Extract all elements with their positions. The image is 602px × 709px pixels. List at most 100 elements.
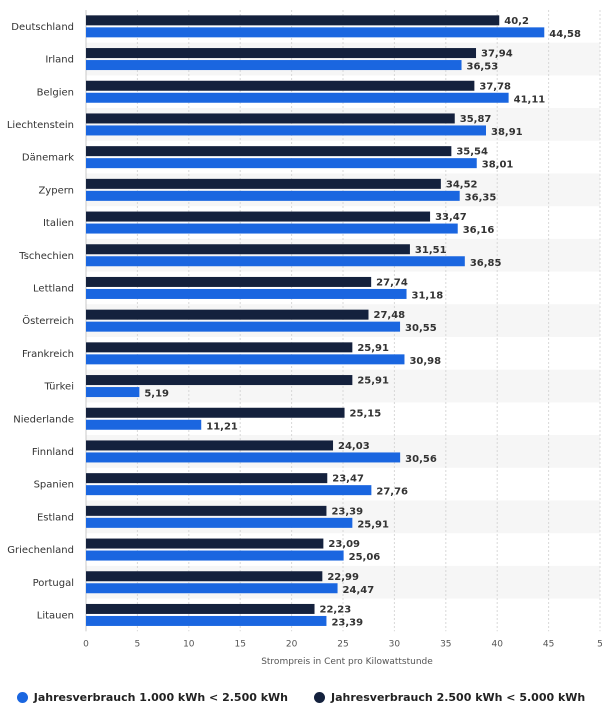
x-axis-title: Strompreis in Cent pro Kilowattstunde <box>261 657 433 667</box>
bar-series-2500-5000[interactable] <box>86 244 410 255</box>
category-label: Italien <box>43 218 74 229</box>
data-label: 30,56 <box>405 454 437 465</box>
x-tick-label: 35 <box>440 639 451 649</box>
bar-series-1000-2500[interactable] <box>86 321 401 332</box>
data-label: 41,11 <box>514 94 546 105</box>
bar-series-2500-5000[interactable] <box>86 407 345 418</box>
bar-series-1000-2500[interactable] <box>86 583 338 594</box>
x-tick-label: 20 <box>286 639 298 649</box>
bar-series-2500-5000[interactable] <box>86 276 372 287</box>
data-label: 11,21 <box>206 421 238 432</box>
category-label: Portugal <box>33 578 74 589</box>
data-label: 40,2 <box>504 16 529 27</box>
data-label: 36,53 <box>467 62 499 73</box>
data-label: 44,58 <box>549 29 581 40</box>
bar-series-2500-5000[interactable] <box>86 603 315 614</box>
data-label: 36,16 <box>463 225 495 236</box>
data-label: 25,06 <box>349 552 381 563</box>
category-label: Frankreich <box>22 349 74 360</box>
data-label: 5,19 <box>144 389 169 400</box>
legend-swatch-series-2 <box>314 691 325 703</box>
data-label: 23,39 <box>331 617 363 628</box>
data-label: 27,76 <box>376 487 408 498</box>
data-label: 36,85 <box>470 258 502 269</box>
category-label: Litauen <box>37 610 74 621</box>
bar-series-1000-2500[interactable] <box>86 60 462 71</box>
data-label: 25,91 <box>357 376 389 387</box>
category-label: Belgien <box>37 87 74 98</box>
x-tick-label: 25 <box>337 639 348 649</box>
data-label: 25,15 <box>350 408 382 419</box>
bar-series-2500-5000[interactable] <box>86 375 353 386</box>
bar-series-1000-2500[interactable] <box>86 452 401 463</box>
row-band <box>86 304 600 337</box>
x-tick-label: 15 <box>234 639 245 649</box>
data-label: 25,91 <box>357 519 389 530</box>
bar-series-1000-2500[interactable] <box>86 387 140 398</box>
bar-series-1000-2500[interactable] <box>86 485 372 496</box>
bar-chart: 40,244,5837,9436,5337,7841,1135,8738,913… <box>7 10 602 667</box>
bar-series-1000-2500[interactable] <box>86 288 407 299</box>
bar-series-2500-5000[interactable] <box>86 473 328 484</box>
category-label: Zypern <box>38 185 74 196</box>
legend: Jahresverbrauch 1.000 kWh < 2.500 kWh Ja… <box>0 688 602 706</box>
legend-item-series-2[interactable]: Jahresverbrauch 2.500 kWh < 5.000 kWh <box>314 691 585 704</box>
legend-label-series-2: Jahresverbrauch 2.500 kWh < 5.000 kWh <box>331 690 586 704</box>
data-label: 22,23 <box>320 604 352 615</box>
data-label: 22,99 <box>327 572 359 583</box>
bar-series-1000-2500[interactable] <box>86 158 477 169</box>
bar-series-2500-5000[interactable] <box>86 80 475 91</box>
category-label: Österreich <box>22 314 74 327</box>
data-label: 38,91 <box>491 127 523 138</box>
bar-series-1000-2500[interactable] <box>86 354 405 365</box>
bar-series-2500-5000[interactable] <box>86 48 477 59</box>
data-label: 31,18 <box>412 290 444 301</box>
data-label: 27,48 <box>373 310 405 321</box>
category-label: Finnland <box>32 447 74 458</box>
x-tick-label: 40 <box>491 639 503 649</box>
bar-series-1000-2500[interactable] <box>86 517 353 528</box>
bar-series-2500-5000[interactable] <box>86 15 500 26</box>
bar-series-1000-2500[interactable] <box>86 125 486 136</box>
legend-item-series-1[interactable]: Jahresverbrauch 1.000 kWh < 2.500 kWh <box>16 691 288 704</box>
bar-series-2500-5000[interactable] <box>86 342 353 353</box>
bar-series-2500-5000[interactable] <box>86 505 327 516</box>
bar-series-1000-2500[interactable] <box>86 256 465 267</box>
bar-series-2500-5000[interactable] <box>86 178 441 189</box>
bar-series-2500-5000[interactable] <box>86 571 323 582</box>
bar-series-1000-2500[interactable] <box>86 223 458 234</box>
bar-series-1000-2500[interactable] <box>86 615 327 626</box>
data-label: 30,55 <box>405 323 437 334</box>
category-label: Türkei <box>43 382 74 393</box>
bar-series-1000-2500[interactable] <box>86 550 344 561</box>
data-label: 35,87 <box>460 114 492 125</box>
category-label: Irland <box>45 55 74 66</box>
bar-series-1000-2500[interactable] <box>86 419 202 430</box>
category-label: Liechtenstein <box>7 120 74 131</box>
bar-series-1000-2500[interactable] <box>86 190 460 201</box>
data-label: 23,09 <box>328 539 360 550</box>
bar-series-2500-5000[interactable] <box>86 538 324 549</box>
bar-series-2500-5000[interactable] <box>86 309 369 320</box>
x-tick-label: 45 <box>543 639 554 649</box>
category-label: Deutschland <box>11 22 74 33</box>
data-label: 30,98 <box>409 356 441 367</box>
data-label: 25,91 <box>357 343 389 354</box>
bar-series-2500-5000[interactable] <box>86 440 334 451</box>
bar-series-1000-2500[interactable] <box>86 92 509 103</box>
bar-series-2500-5000[interactable] <box>86 211 431 222</box>
bar-series-2500-5000[interactable] <box>86 146 452 157</box>
data-label: 23,47 <box>332 474 364 485</box>
legend-swatch-series-1 <box>16 691 28 703</box>
data-label: 24,47 <box>343 585 375 596</box>
bar-series-1000-2500[interactable] <box>86 27 545 38</box>
x-tick-label: 30 <box>389 639 401 649</box>
data-label: 34,52 <box>446 179 478 190</box>
category-label: Niederlande <box>13 414 74 425</box>
data-label: 37,94 <box>481 49 513 60</box>
data-label: 27,74 <box>376 277 408 288</box>
data-label: 31,51 <box>415 245 447 256</box>
bar-series-2500-5000[interactable] <box>86 113 455 124</box>
data-label: 35,54 <box>456 147 488 158</box>
data-label: 36,35 <box>465 192 497 203</box>
